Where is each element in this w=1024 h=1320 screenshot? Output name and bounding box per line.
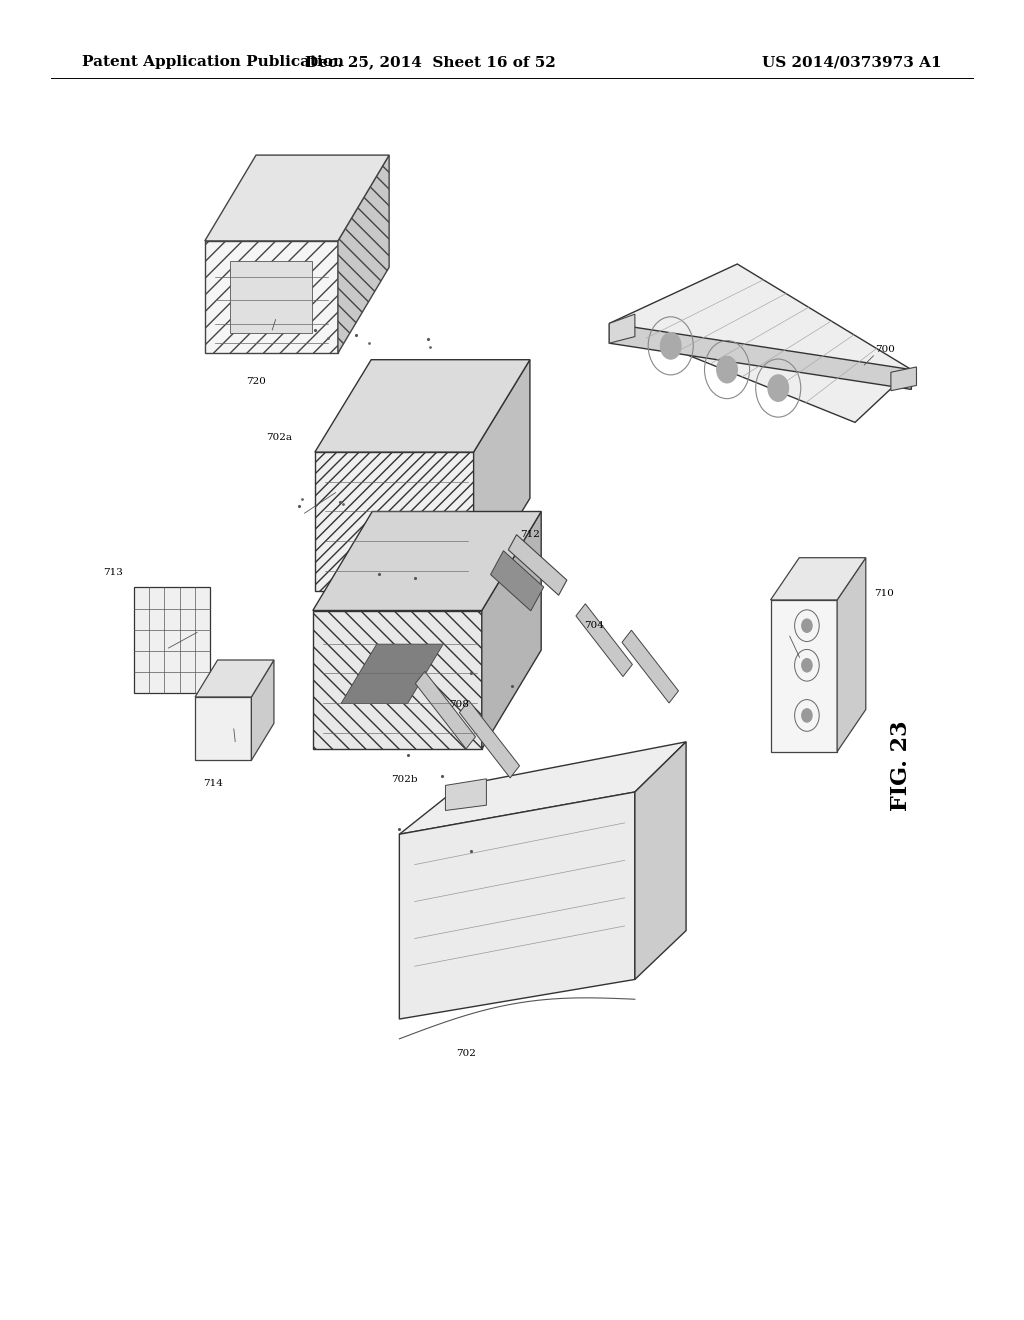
Polygon shape bbox=[341, 644, 443, 704]
Text: US 2014/0373973 A1: US 2014/0373973 A1 bbox=[763, 55, 942, 69]
Text: 710: 710 bbox=[874, 589, 894, 598]
Polygon shape bbox=[445, 779, 486, 810]
Polygon shape bbox=[609, 314, 635, 343]
Text: Patent Application Publication: Patent Application Publication bbox=[82, 55, 344, 69]
Polygon shape bbox=[575, 603, 633, 677]
Text: Dec. 25, 2014  Sheet 16 of 52: Dec. 25, 2014 Sheet 16 of 52 bbox=[305, 55, 555, 69]
Polygon shape bbox=[313, 512, 542, 610]
Text: 708: 708 bbox=[449, 700, 469, 709]
Polygon shape bbox=[205, 242, 338, 352]
Polygon shape bbox=[771, 557, 866, 599]
Text: 702b: 702b bbox=[391, 775, 418, 784]
Text: 704: 704 bbox=[584, 620, 603, 630]
Polygon shape bbox=[315, 451, 473, 591]
Polygon shape bbox=[771, 599, 838, 752]
Text: 720: 720 bbox=[246, 378, 266, 385]
Polygon shape bbox=[482, 512, 542, 750]
Text: 702: 702 bbox=[456, 1049, 476, 1059]
Polygon shape bbox=[252, 660, 274, 760]
Polygon shape bbox=[508, 535, 567, 595]
Polygon shape bbox=[460, 701, 519, 777]
Polygon shape bbox=[609, 323, 911, 389]
Polygon shape bbox=[205, 154, 389, 242]
Text: FIG. 23: FIG. 23 bbox=[890, 721, 912, 810]
Polygon shape bbox=[622, 630, 679, 704]
Polygon shape bbox=[891, 367, 916, 391]
Polygon shape bbox=[313, 610, 482, 750]
Circle shape bbox=[802, 619, 812, 632]
Text: 714: 714 bbox=[203, 779, 223, 788]
Polygon shape bbox=[195, 697, 252, 760]
Text: 712: 712 bbox=[520, 529, 541, 539]
Polygon shape bbox=[416, 672, 475, 748]
Polygon shape bbox=[399, 792, 635, 1019]
Circle shape bbox=[802, 659, 812, 672]
Circle shape bbox=[660, 333, 681, 359]
Polygon shape bbox=[338, 154, 389, 352]
Bar bbox=[133, 587, 211, 693]
Polygon shape bbox=[195, 660, 274, 697]
Bar bbox=[230, 260, 312, 333]
Text: 713: 713 bbox=[103, 568, 124, 577]
Polygon shape bbox=[609, 264, 911, 422]
Circle shape bbox=[717, 356, 737, 383]
Polygon shape bbox=[399, 742, 686, 834]
Polygon shape bbox=[315, 359, 530, 451]
Text: 702a: 702a bbox=[266, 433, 292, 441]
Circle shape bbox=[768, 375, 788, 401]
Polygon shape bbox=[838, 557, 866, 752]
Text: 700: 700 bbox=[876, 346, 895, 354]
Polygon shape bbox=[635, 742, 686, 979]
Polygon shape bbox=[490, 550, 544, 611]
Polygon shape bbox=[473, 359, 530, 591]
Circle shape bbox=[802, 709, 812, 722]
